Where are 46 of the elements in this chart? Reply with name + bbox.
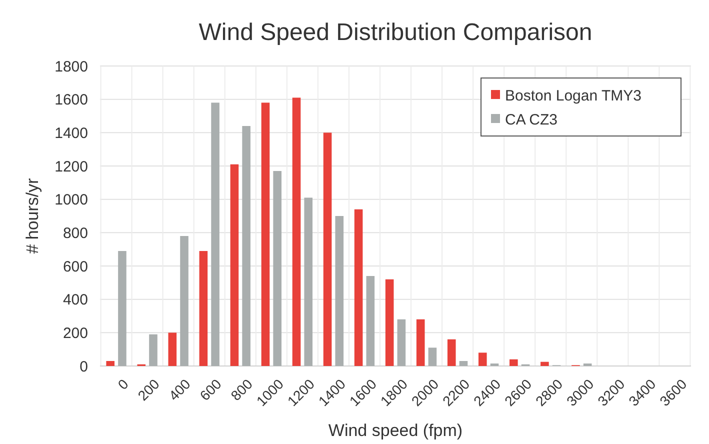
bar xyxy=(416,319,425,366)
bar xyxy=(118,251,126,366)
y-tick-label: 1000 xyxy=(54,192,88,209)
bar xyxy=(397,319,406,366)
y-tick-label: 600 xyxy=(62,258,88,276)
bar xyxy=(168,332,177,366)
bar xyxy=(261,102,270,366)
y-tick-label: 400 xyxy=(62,292,88,309)
bar xyxy=(230,164,239,366)
bar xyxy=(428,348,437,366)
y-tick-label: 1600 xyxy=(54,92,88,109)
bar xyxy=(273,171,282,366)
x-tick-label: 800 xyxy=(228,376,256,404)
bar xyxy=(510,359,518,366)
bar xyxy=(242,126,250,366)
x-tick-label: 200 xyxy=(134,376,163,404)
legend-label: Boston Logan TMY3 xyxy=(505,87,642,104)
bar xyxy=(540,362,549,366)
bar xyxy=(106,361,115,366)
bar xyxy=(323,132,332,366)
bar xyxy=(385,279,394,366)
bar xyxy=(199,251,208,366)
bar xyxy=(211,102,220,366)
bar xyxy=(447,339,456,366)
y-tick-label: 1800 xyxy=(54,58,88,76)
bar xyxy=(180,236,188,366)
x-tick-label: 0 xyxy=(114,376,132,393)
bar xyxy=(366,276,375,366)
y-tick-label: 0 xyxy=(80,358,88,376)
x-tick-label: 600 xyxy=(196,376,225,404)
chart-title: Wind Speed Distribution Comparison xyxy=(198,19,592,46)
bar xyxy=(292,98,301,366)
bar xyxy=(478,352,487,366)
y-axis-title: # hours/yr xyxy=(23,178,42,254)
y-tick-label: 1200 xyxy=(54,158,88,176)
y-tick-label: 1400 xyxy=(54,124,88,142)
legend-label: CA CZ3 xyxy=(505,111,558,128)
bar xyxy=(459,361,468,366)
bar xyxy=(354,209,363,366)
x-axis-title: Wind speed (fpm) xyxy=(328,421,463,440)
y-tick-label: 800 xyxy=(62,224,88,242)
x-tick-label: 400 xyxy=(166,376,194,404)
bar xyxy=(149,334,158,366)
bar xyxy=(304,198,313,366)
bar xyxy=(335,216,344,366)
y-tick-label: 200 xyxy=(62,324,88,342)
